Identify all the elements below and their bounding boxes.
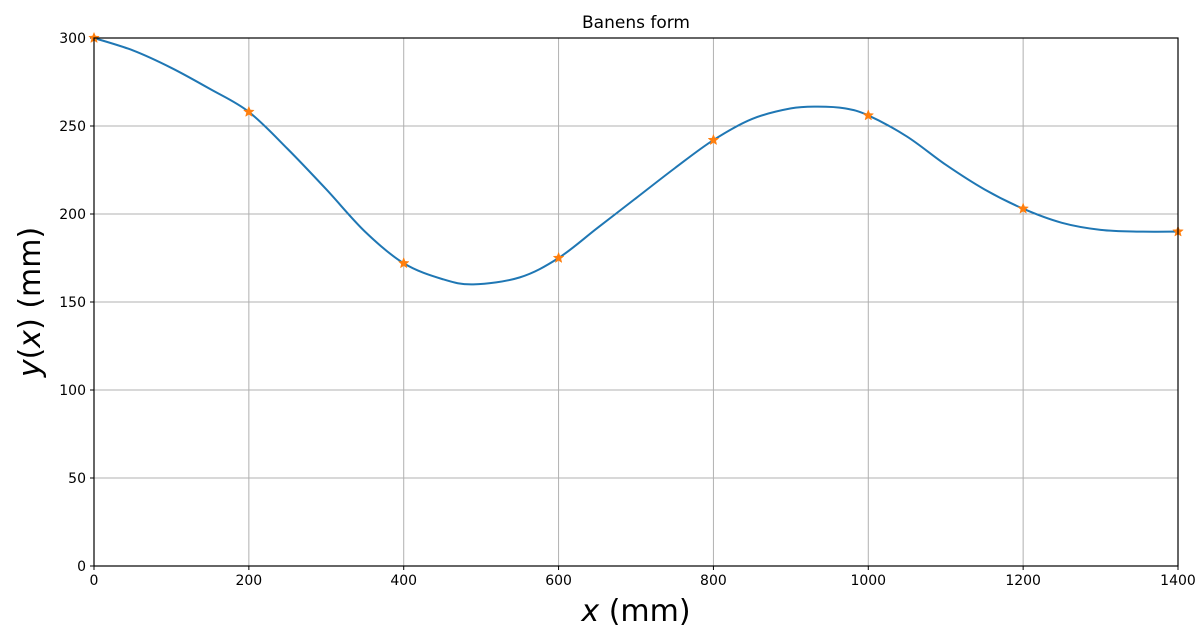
data-point-marker [552,251,565,263]
y-axis-ticks: 0 50 100 150 200 250 300 [59,31,94,575]
data-point-marker [397,257,410,269]
y-tick-label: 50 [68,471,86,487]
y-tick-label: 0 [77,559,86,575]
y-axis-label: y(x) (mm) [13,227,48,378]
data-point-marker [862,109,875,121]
data-point-marker [707,133,720,146]
y-tick-label: 200 [59,207,86,223]
y-tick-label: 300 [59,31,86,47]
plot-series [88,31,1184,286]
chart-title: Banens form [582,13,690,33]
x-tick-label: 200 [235,573,262,589]
x-tick-label: 600 [545,573,572,589]
y-tick-label: 150 [59,295,86,311]
data-point-marker [242,105,255,117]
series-line [93,37,1179,286]
grid [93,37,1179,567]
x-tick-label: 1200 [1005,573,1041,589]
x-axis-label: x (mm) [580,594,690,627]
data-point-marker [1017,202,1030,214]
y-tick-label: 250 [59,119,86,135]
x-tick-label: 1400 [1160,573,1196,589]
x-tick-label: 1000 [850,573,886,589]
y-tick-label: 100 [59,383,86,399]
x-tick-label: 0 [90,573,99,589]
x-axis-ticks: 0 200 400 600 800 1000 1200 1400 [90,566,1196,589]
plot-frame [93,37,1179,567]
x-tick-label: 800 [700,573,727,589]
x-tick-label: 400 [390,573,417,589]
